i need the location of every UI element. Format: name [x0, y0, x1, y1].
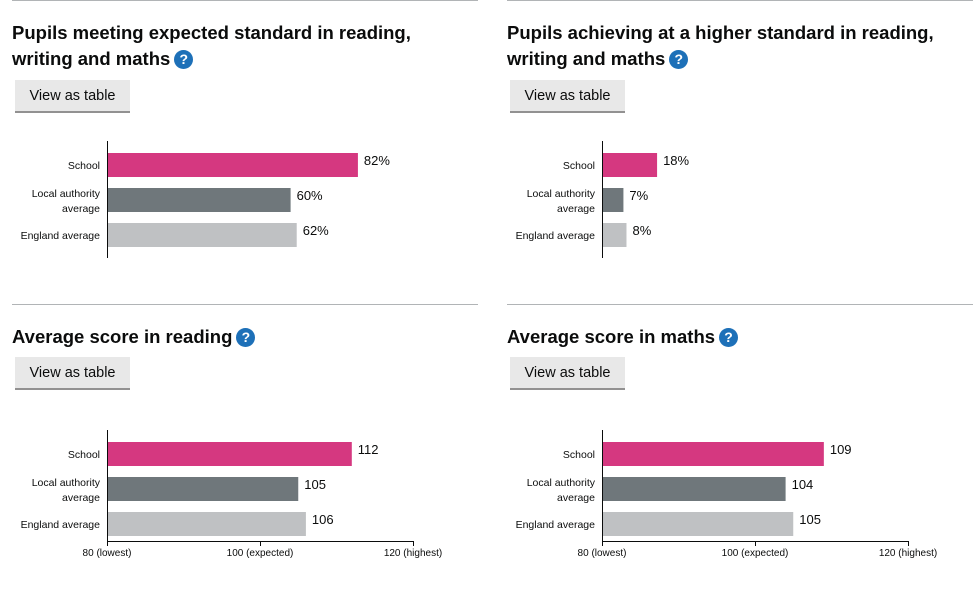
x-tick-label: 80 (lowest)	[578, 548, 627, 559]
value-label-school: 109	[830, 442, 852, 457]
chart-title-text: Average score in reading	[12, 326, 233, 347]
bar-label-england: England average	[516, 519, 596, 531]
bar-school	[107, 442, 352, 466]
value-label-school: 18%	[663, 153, 689, 168]
value-label-england: 62%	[303, 223, 329, 238]
bar-chart-expected-standard: School 82% Local authority average 60% Englan…	[21, 141, 390, 258]
x-tick-label: 120 (highest)	[879, 548, 937, 559]
bar-chart-higher-standard: School 18% Local authority average 7% England…	[516, 141, 690, 258]
chart-panel-maths-score: Average score in maths? View as table Sc…	[507, 304, 973, 604]
bar-local-authority	[107, 477, 299, 501]
panel-divider	[12, 0, 478, 1]
value-label-school: 82%	[364, 153, 390, 168]
bar-local-authority	[602, 477, 786, 501]
bar-label-school: School	[563, 449, 595, 461]
value-label-local-authority: 7%	[629, 188, 648, 203]
bar-school	[602, 442, 824, 466]
bar-label-local-authority: Local authority average	[32, 477, 101, 504]
panel-divider	[507, 304, 973, 305]
view-as-table-button[interactable]: View as table	[15, 80, 130, 113]
bar-label-school: School	[68, 449, 100, 461]
value-label-local-authority: 60%	[297, 188, 323, 203]
chart-title: Pupils meeting expected standard in read…	[12, 20, 472, 72]
value-label-local-authority: 104	[792, 477, 814, 492]
x-tick-label: 100 (expected)	[722, 548, 789, 559]
bar-label-england: England average	[21, 230, 101, 242]
chart-title-text: Pupils meeting expected standard in read…	[12, 22, 411, 69]
bar-local-authority	[107, 188, 291, 212]
bar-england	[602, 223, 627, 247]
chart-panel-expected-standard: Pupils meeting expected standard in read…	[12, 0, 478, 300]
bar-label-england: England average	[516, 230, 596, 242]
help-icon[interactable]: ?	[174, 50, 194, 69]
x-tick-label: 100 (expected)	[227, 548, 294, 559]
bar-school	[602, 153, 658, 177]
bar-england	[602, 512, 794, 536]
value-label-local-authority: 105	[304, 477, 326, 492]
panel-divider	[507, 0, 973, 1]
value-label-school: 112	[358, 442, 379, 457]
help-icon[interactable]: ?	[236, 328, 256, 347]
bar-label-england: England average	[21, 519, 101, 531]
bar-label-local-authority: Local authority average	[527, 477, 596, 504]
value-label-england: 105	[799, 512, 821, 527]
value-label-england: 8%	[632, 223, 651, 238]
chart-panel-reading-score: Average score in reading? View as table …	[12, 304, 478, 604]
bar-chart-maths-score: School 109 Local authority average 104 Englan…	[516, 430, 937, 559]
value-label-england: 106	[312, 512, 334, 527]
x-tick-label: 80 (lowest)	[83, 548, 132, 559]
bar-local-authority	[602, 188, 624, 212]
bar-england	[107, 223, 297, 247]
x-tick-label: 120 (highest)	[384, 548, 442, 559]
bar-label-local-authority: Local authority average	[527, 188, 596, 215]
view-as-table-button[interactable]: View as table	[510, 357, 625, 390]
chart-title-text: Pupils achieving at a higher standard in…	[507, 22, 934, 69]
chart-panel-higher-standard: Pupils achieving at a higher standard in…	[507, 0, 973, 300]
chart-title: Pupils achieving at a higher standard in…	[507, 20, 967, 72]
bar-chart-reading-score: School 112 Local authority average 105 Englan…	[21, 430, 442, 559]
panel-divider	[12, 304, 478, 305]
help-icon[interactable]: ?	[669, 50, 689, 69]
bar-label-local-authority: Local authority average	[32, 188, 101, 215]
chart-title: Average score in reading?	[12, 324, 472, 350]
chart-title: Average score in maths?	[507, 324, 967, 350]
help-icon[interactable]: ?	[719, 328, 739, 347]
bar-school	[107, 153, 358, 177]
bar-england	[107, 512, 306, 536]
view-as-table-button[interactable]: View as table	[510, 80, 625, 113]
bar-label-school: School	[563, 160, 595, 172]
bar-label-school: School	[68, 160, 100, 172]
chart-title-text: Average score in maths	[507, 326, 716, 347]
view-as-table-button[interactable]: View as table	[15, 357, 130, 390]
